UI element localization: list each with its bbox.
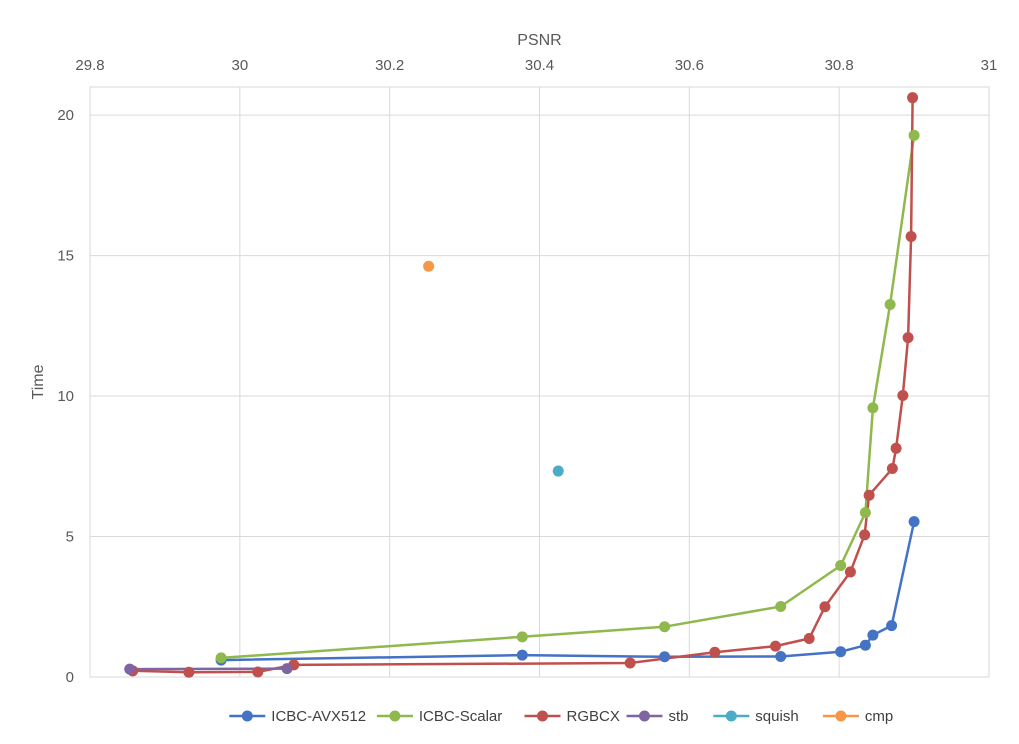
data-point-icbc-scalar [859, 507, 871, 519]
data-point-rgbcx [863, 489, 875, 501]
data-point-icbc-avx512 [886, 620, 898, 632]
data-point-stb [124, 663, 136, 675]
y-tick-label: 10 [57, 388, 74, 405]
series-points [124, 92, 920, 678]
x-tick-label: 30.6 [675, 57, 704, 74]
legend: ICBC-AVX512 ICBC-Scalar RGBCX stb squish cmp [229, 708, 893, 725]
data-point-icbc-avx512 [835, 646, 847, 658]
data-point-icbc-avx512 [659, 651, 671, 663]
data-point-rgbcx [183, 666, 195, 678]
data-point-squish [552, 465, 564, 477]
y-tick-labels: 0 5 10 15 20 [57, 107, 74, 686]
data-point-rgbcx [907, 92, 919, 104]
legend-label: cmp [865, 708, 893, 725]
data-point-icbc-scalar [884, 298, 896, 310]
data-point-icbc-avx512 [867, 629, 879, 641]
data-point-icbc-scalar [775, 600, 787, 612]
data-point-icbc-avx512 [516, 649, 528, 661]
legend-entry-cmp: cmp [822, 708, 893, 725]
data-point-rgbcx [905, 230, 917, 242]
x-tick-labels: 29.8 30 30.2 30.4 30.6 30.8 31 [75, 57, 997, 74]
legend-label: ICBC-AVX512 [271, 708, 366, 725]
legend-swatch-marker [835, 710, 847, 722]
data-point-rgbcx [859, 529, 871, 541]
y-tick-label: 20 [57, 107, 74, 124]
legend-entry-rgbcx: RGBCX [524, 708, 620, 725]
series-line-icbc-scalar [221, 135, 916, 660]
data-point-icbc-scalar [659, 621, 671, 633]
data-point-rgbcx [709, 646, 721, 658]
data-point-icbc-scalar [867, 402, 879, 414]
x-tick-label: 30.4 [525, 57, 554, 74]
data-point-rgbcx [769, 640, 781, 652]
x-axis-title: PSNR [517, 32, 561, 49]
data-point-icbc-scalar [908, 129, 920, 141]
legend-swatch-marker [241, 710, 253, 722]
gridlines [89, 87, 990, 678]
data-point-icbc-scalar [516, 631, 528, 643]
x-tick-label: 30 [231, 57, 248, 74]
data-point-rgbcx [886, 463, 898, 475]
data-point-rgbcx [897, 389, 909, 401]
legend-swatch-marker [389, 710, 401, 722]
data-point-icbc-avx512 [859, 639, 871, 651]
x-tick-label: 30.2 [375, 57, 404, 74]
data-point-rgbcx [844, 566, 856, 578]
data-point-rgbcx [252, 666, 264, 678]
legend-swatch-marker [537, 710, 548, 722]
data-point-rgbcx [902, 332, 914, 344]
y-tick-label: 0 [66, 669, 74, 686]
legend-label: squish [755, 708, 798, 725]
data-point-icbc-scalar [835, 559, 847, 571]
legend-entry-icbc-scalar: ICBC-Scalar [376, 708, 502, 725]
data-point-icbc-scalar [215, 652, 227, 664]
legend-label: RGBCX [567, 708, 620, 725]
data-point-rgbcx [890, 442, 902, 454]
legend-swatch-marker [639, 710, 650, 722]
data-point-rgbcx [803, 633, 815, 645]
data-point-cmp [423, 260, 435, 272]
data-point-rgbcx [819, 601, 831, 613]
x-tick-label: 30.8 [825, 57, 854, 74]
x-tick-label: 29.8 [75, 57, 104, 74]
plot-frame [89, 86, 990, 678]
series-lines [129, 97, 916, 674]
data-point-icbc-avx512 [775, 650, 787, 662]
legend-swatch-marker [725, 710, 737, 722]
legend-entry-icbc-avx512: ICBC-AVX512 [229, 708, 366, 725]
data-point-stb [281, 663, 293, 675]
legend-entry-squish: squish [713, 708, 799, 725]
series-line-rgbcx [132, 97, 914, 674]
x-tick-label: 31 [981, 57, 998, 74]
series-line-stb [129, 667, 288, 671]
y-tick-label: 15 [57, 248, 74, 265]
y-axis-title: Time [30, 364, 47, 399]
y-tick-label: 5 [66, 529, 74, 546]
data-point-rgbcx [624, 657, 636, 669]
legend-label: stb [669, 708, 689, 725]
data-point-icbc-avx512 [908, 516, 920, 528]
legend-entry-stb: stb [626, 708, 689, 725]
legend-label: ICBC-Scalar [419, 708, 502, 725]
